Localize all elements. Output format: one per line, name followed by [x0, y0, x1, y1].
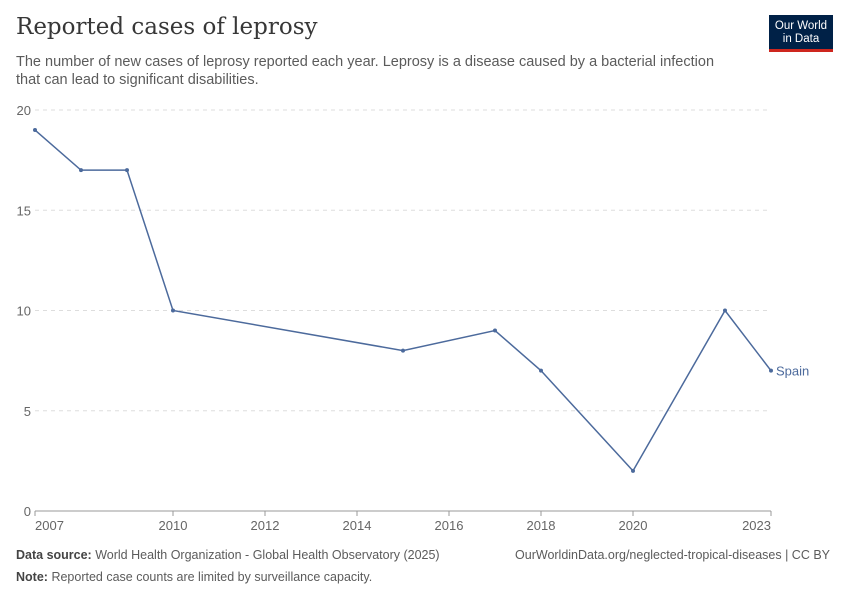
data-point	[79, 168, 83, 173]
x-tick-label: 2018	[527, 518, 556, 533]
data-point	[171, 308, 175, 313]
y-tick-label: 5	[24, 404, 31, 419]
data-point	[33, 128, 37, 133]
data-point	[125, 168, 129, 173]
y-tick-label: 20	[17, 103, 31, 118]
logo-line2: in Data	[782, 33, 820, 45]
x-tick-label: 2016	[435, 518, 464, 533]
owid-logo[interactable]: Our World in Data	[769, 15, 833, 52]
x-tick-label: 2012	[251, 518, 280, 533]
source-label: Data source:	[16, 548, 92, 562]
x-tick-label: 2007	[35, 518, 64, 533]
data-source: Data source: World Health Organization -…	[16, 548, 440, 562]
y-tick-label: 0	[24, 504, 31, 519]
source-text: World Health Organization - Global Healt…	[95, 548, 440, 562]
data-point	[539, 368, 543, 373]
data-point	[401, 348, 405, 353]
logo-line1: Our World	[774, 20, 828, 32]
chart-subtitle: The number of new cases of leprosy repor…	[16, 54, 715, 88]
note-text: Reported case counts are limited by surv…	[51, 570, 373, 584]
y-tick-label: 10	[17, 304, 31, 319]
x-tick-label: 2014	[343, 518, 372, 533]
chart-title: Reported cases of leprosy	[16, 14, 318, 40]
data-point	[723, 308, 727, 313]
note: Note: Reported case counts are limited b…	[16, 570, 372, 584]
data-point	[493, 328, 497, 333]
y-tick-label: 15	[17, 203, 31, 218]
series-line	[34, 129, 772, 473]
note-label: Note:	[16, 570, 48, 584]
data-point	[769, 368, 773, 373]
series-label: Spain	[776, 364, 809, 379]
x-tick-label: 2023	[742, 518, 771, 533]
x-tick-label: 2010	[159, 518, 188, 533]
source-url[interactable]: OurWorldinData.org/neglected-tropical-di…	[515, 548, 830, 562]
x-tick-label: 2020	[619, 518, 648, 533]
data-point	[631, 468, 635, 473]
